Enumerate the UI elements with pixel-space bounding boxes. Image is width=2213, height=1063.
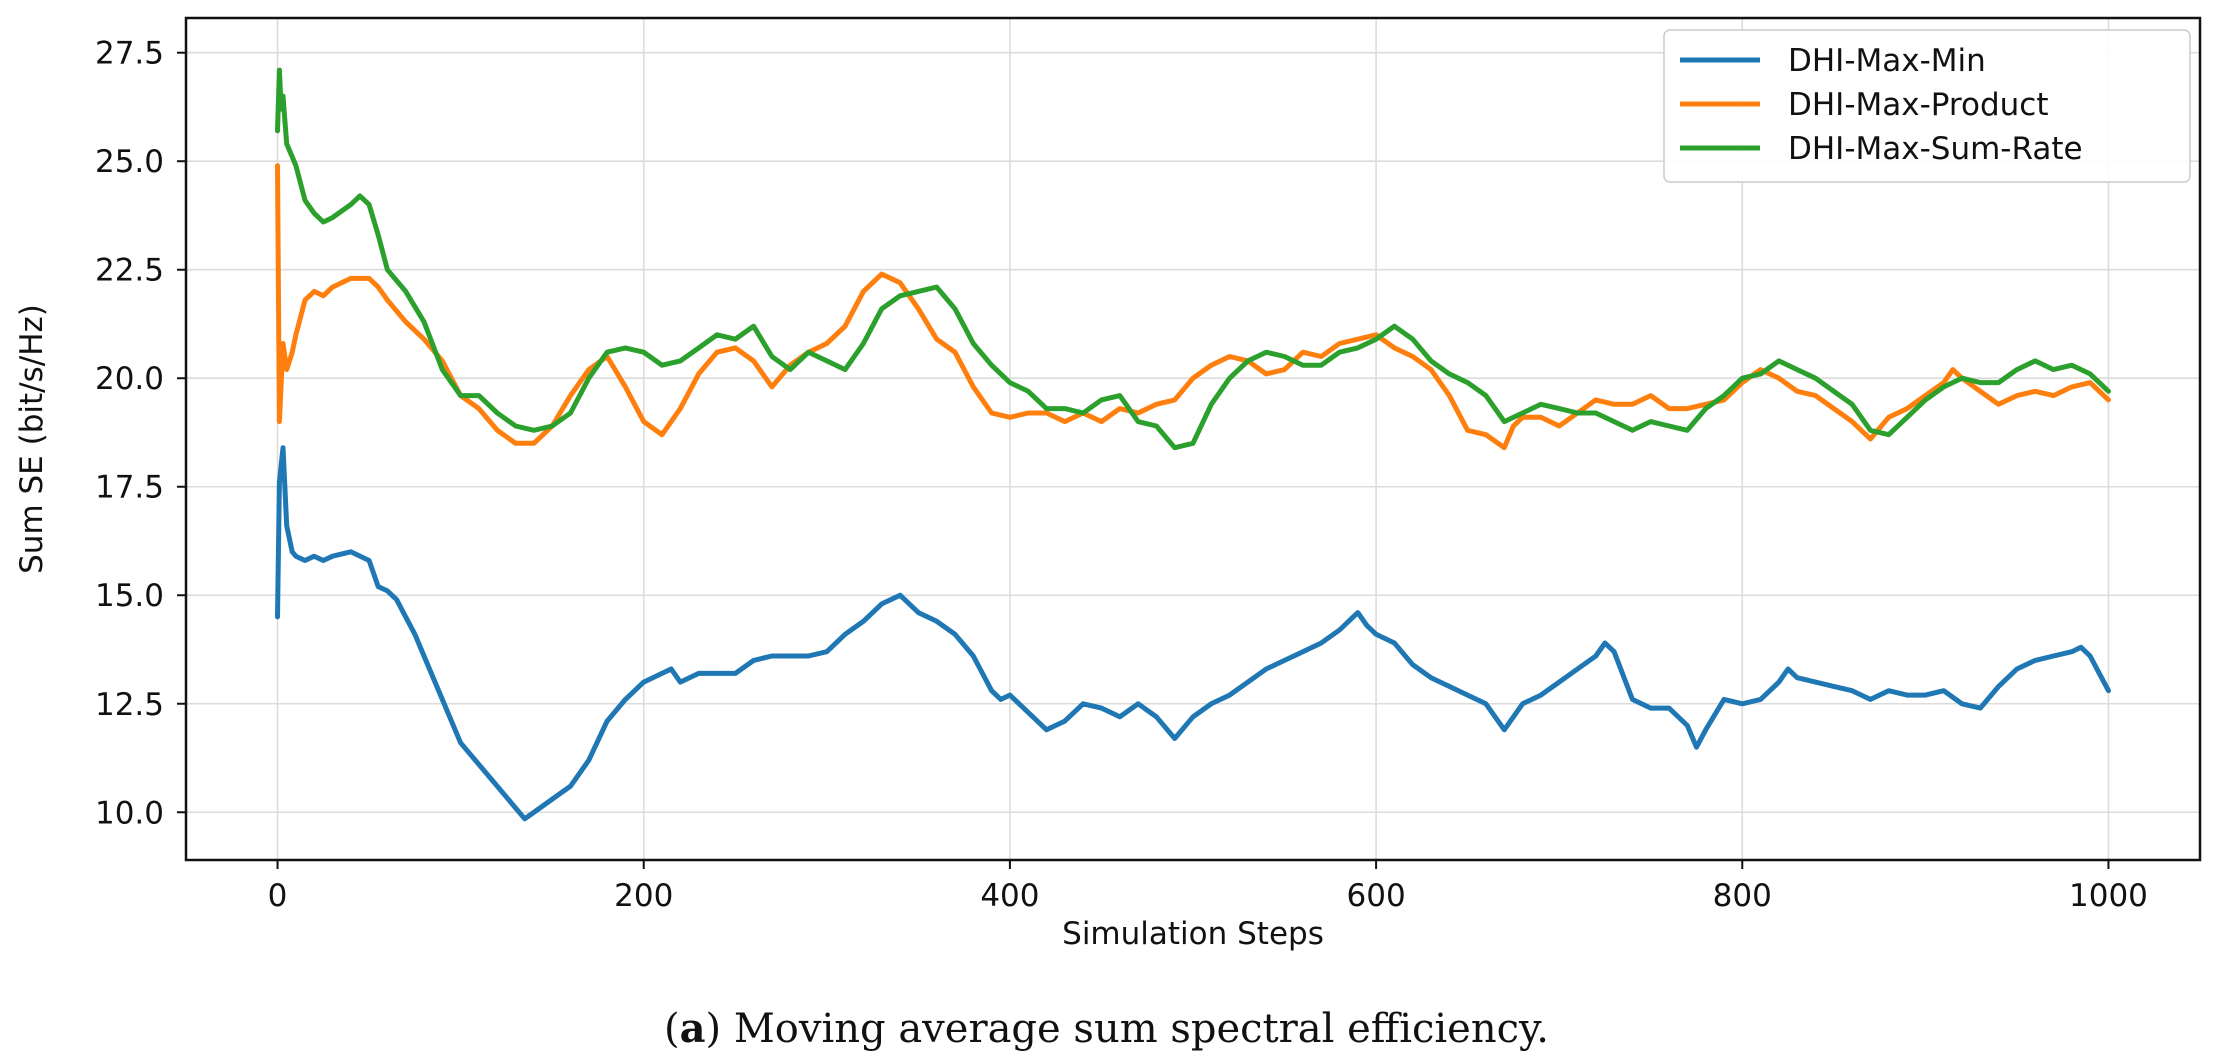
x-axis-title: Simulation Steps bbox=[1062, 916, 1324, 952]
series-line-dhi-max-min bbox=[275, 445, 2111, 822]
y-tick-label: 17.5 bbox=[95, 470, 164, 506]
legend-label: DHI-Max-Sum-Rate bbox=[1788, 131, 2083, 167]
legend-label: DHI-Max-Product bbox=[1788, 87, 2049, 123]
plot-area-frame bbox=[184, 16, 2202, 862]
x-axis-tick-labels: 0 200 400 600 800 1000 bbox=[268, 878, 2148, 914]
caption-letter: a bbox=[679, 1005, 706, 1052]
y-tick-label: 25.0 bbox=[95, 144, 164, 180]
y-tick-label: 20.0 bbox=[95, 361, 164, 397]
x-tick-label: 1000 bbox=[2069, 878, 2148, 914]
legend: DHI-Max-Min DHI-Max-Product DHI-Max-Sum-Ra… bbox=[1663, 29, 2191, 183]
y-tick-label: 27.5 bbox=[95, 36, 164, 72]
x-tick-label: 400 bbox=[980, 878, 1039, 914]
line-chart: 0 200 400 600 800 1000 10.0 12.5 15.0 17.5 20.0 22… bbox=[14, 16, 2202, 952]
x-tick-label: 0 bbox=[268, 878, 288, 914]
x-tick-label: 600 bbox=[1347, 878, 1406, 914]
series-lines bbox=[275, 67, 2111, 822]
legend-label: DHI-Max-Min bbox=[1788, 43, 1986, 79]
series-line-dhi-max-sum-rate bbox=[275, 67, 2111, 451]
y-axis-tick-labels: 10.0 12.5 15.0 17.5 20.0 22.5 25.0 27.5 bbox=[95, 36, 164, 832]
x-tick-label: 200 bbox=[614, 878, 673, 914]
y-tick-label: 15.0 bbox=[95, 578, 164, 614]
legend-box bbox=[1663, 29, 2191, 183]
caption-prefix: ( bbox=[663, 1006, 680, 1052]
axis-ticks bbox=[177, 51, 2110, 869]
y-tick-label: 22.5 bbox=[95, 253, 164, 289]
y-tick-label: 12.5 bbox=[95, 687, 164, 723]
figure-caption: (a) Moving average sum spectral efficien… bbox=[0, 1005, 2213, 1052]
y-tick-label: 10.0 bbox=[95, 795, 164, 831]
y-axis-title: Sum SE (bit/s/Hz) bbox=[14, 304, 50, 574]
caption-text: ) Moving average sum spectral efficiency… bbox=[705, 1006, 1550, 1052]
x-tick-label: 800 bbox=[1713, 878, 1772, 914]
series-line-dhi-max-product bbox=[275, 163, 2111, 451]
